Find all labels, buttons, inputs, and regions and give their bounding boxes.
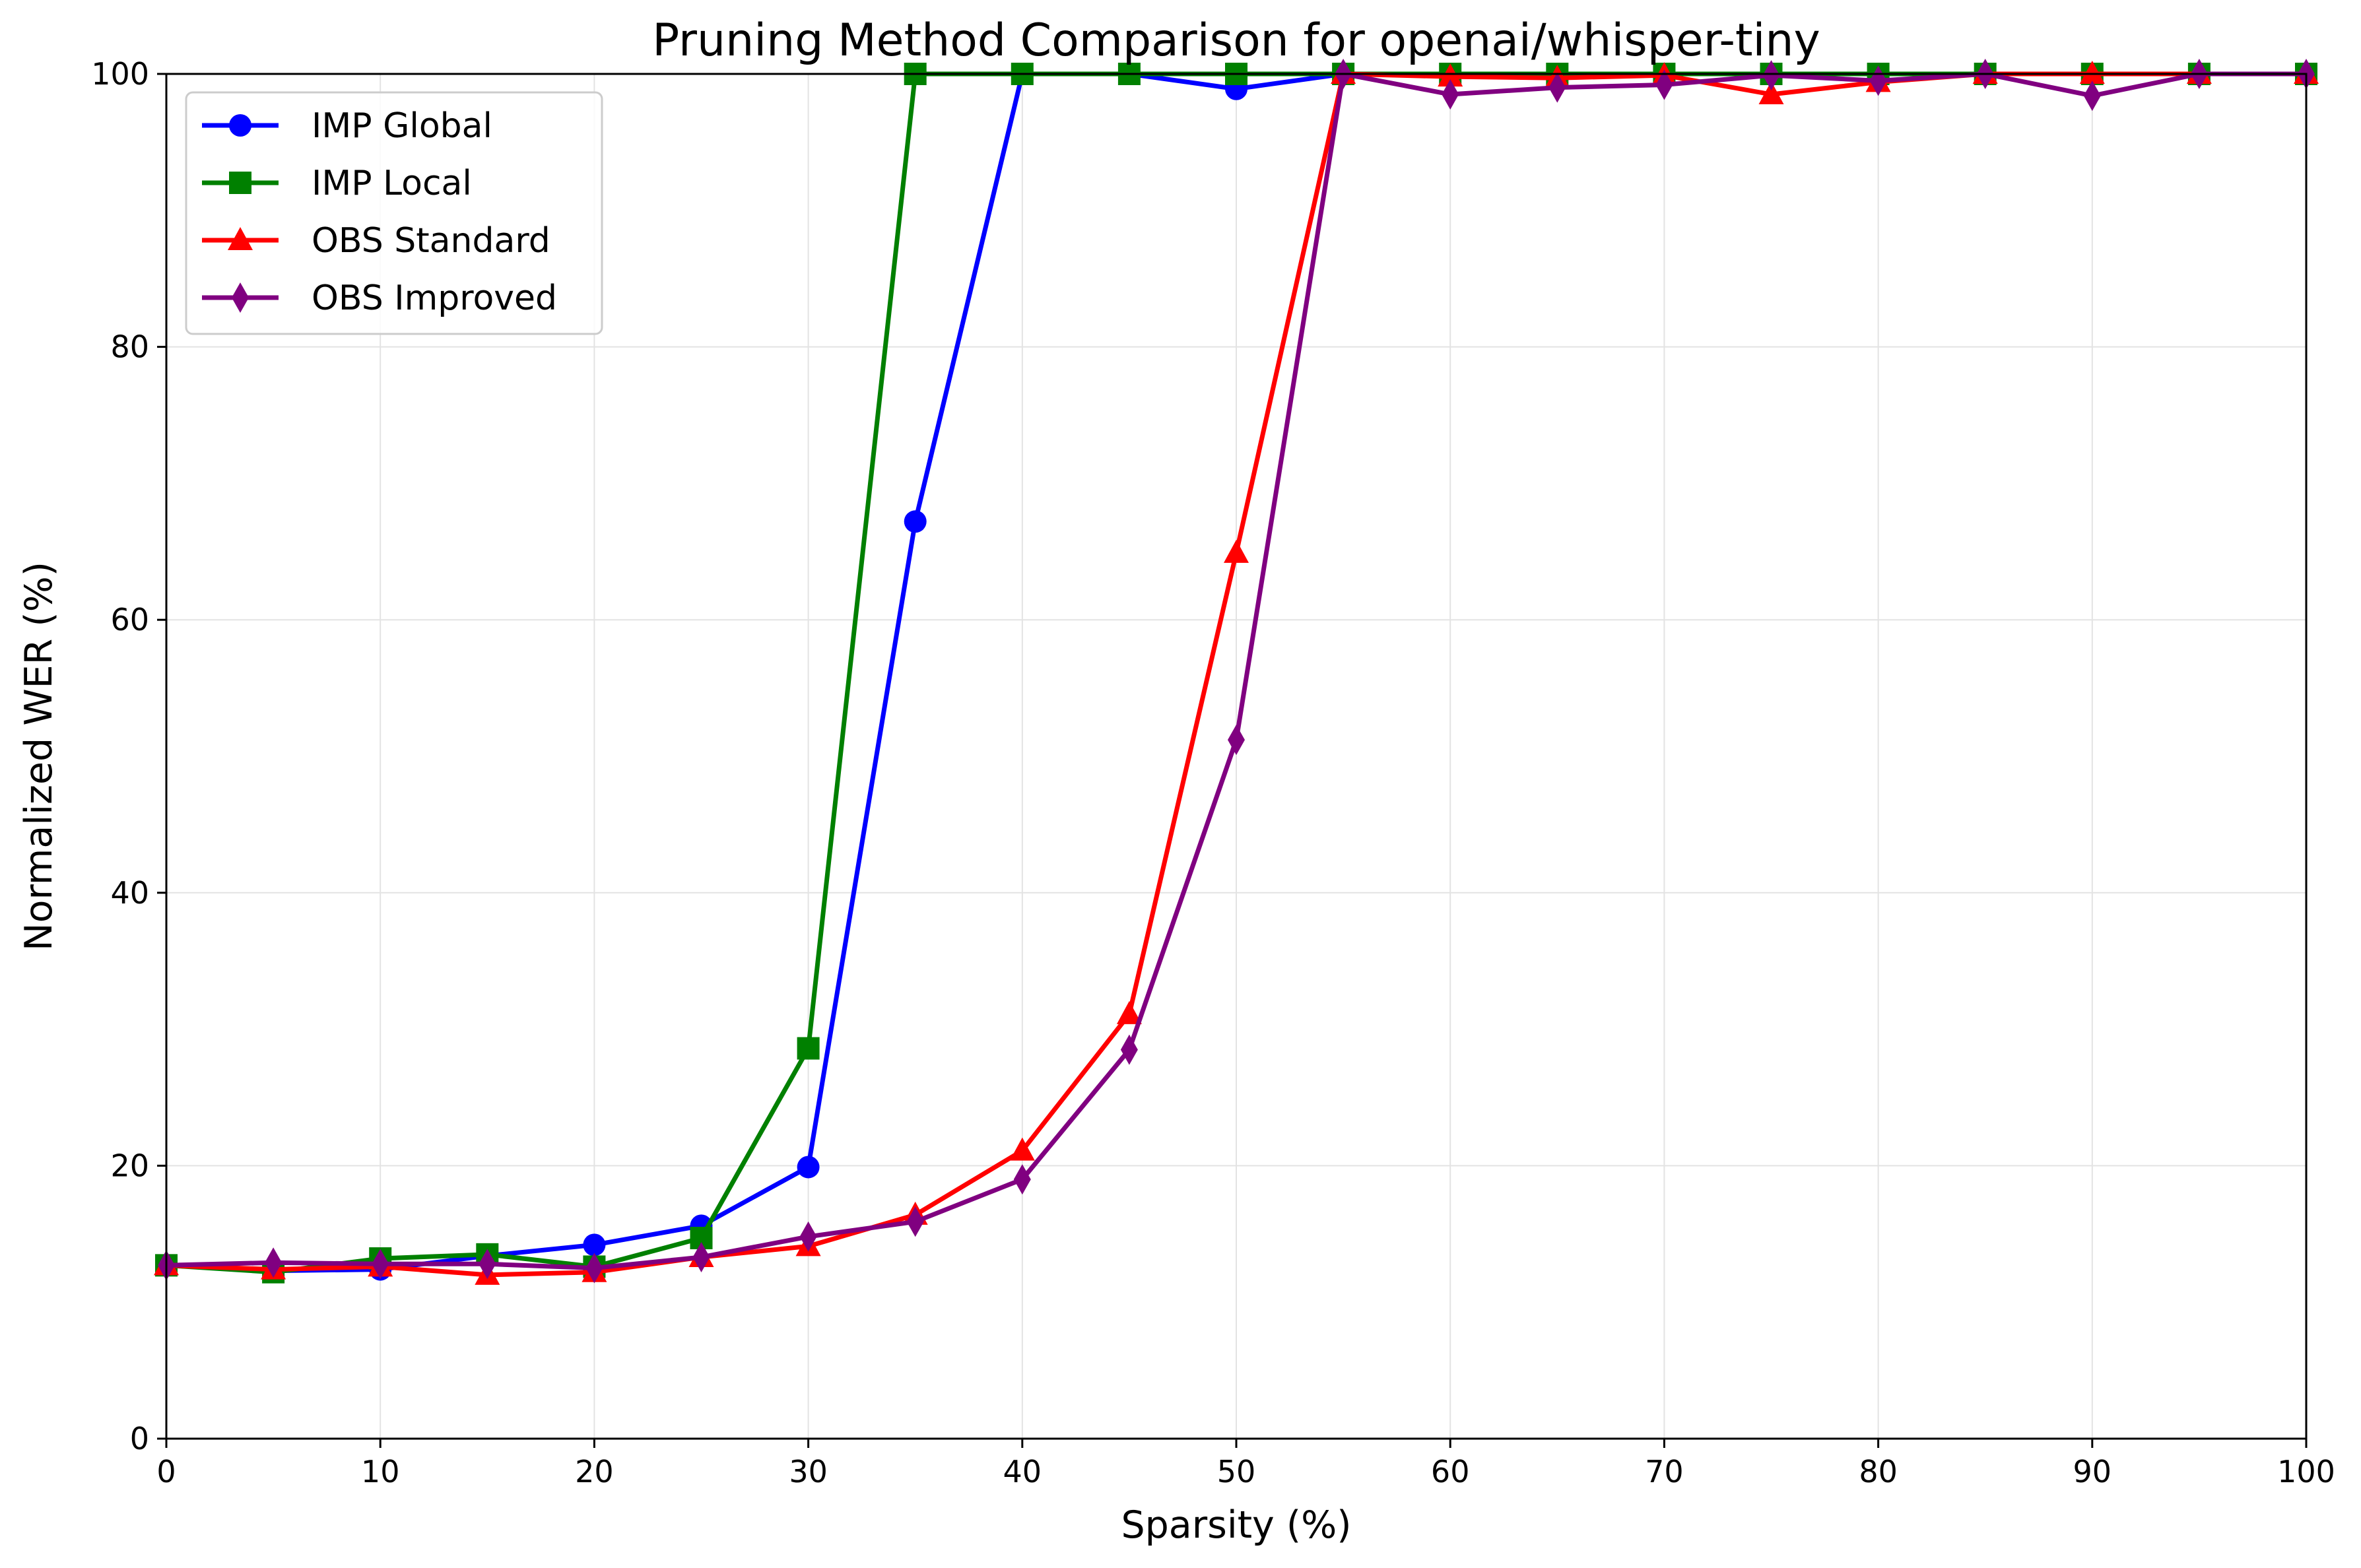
y-tick-label: 100 [91,56,149,92]
x-tick-label: 80 [1859,1454,1898,1489]
data-point-obs-improved [2083,81,2101,112]
legend-item-imp-local: IMP Local [202,164,472,203]
y-tick-label: 60 [110,602,149,637]
legend-item-imp-global: IMP Global [202,106,492,146]
x-tick-label: 40 [1003,1454,1042,1489]
data-point-obs-standard [1758,81,1784,105]
data-point-imp-global [904,510,927,533]
y-tick-label: 20 [110,1148,149,1183]
legend-label: OBS Improved [312,278,557,318]
data-point-obs-improved [692,1241,710,1272]
data-point-obs-improved [1548,72,1566,103]
x-tick-label: 50 [1217,1454,1256,1489]
chart-title: Pruning Method Comparison for openai/whi… [652,15,1820,67]
y-axis-label: Normalized WER (%) [17,562,61,951]
y-tick-label: 0 [130,1421,149,1456]
data-point-obs-improved [265,1247,283,1278]
legend-marker [228,227,253,250]
x-tick-label: 100 [2277,1454,2335,1489]
data-point-obs-standard [1224,539,1249,563]
data-point-obs-standard [1116,1000,1142,1024]
legend: IMP Global IMP Local OBS Standard OBS Impro… [185,91,603,335]
data-point-imp-global [797,1156,820,1179]
legend-label: IMP Global [312,106,492,146]
data-point-obs-improved [585,1253,603,1284]
data-point-obs-improved [1442,79,1459,110]
data-point-obs-improved [1762,60,1780,91]
legend-item-obs-improved: OBS Improved [202,278,557,318]
legend-label: OBS Standard [312,221,550,261]
x-tick-label: 70 [1645,1454,1684,1489]
data-point-obs-standard [2079,61,2105,84]
data-point-obs-improved [906,1206,924,1237]
data-point-imp-local [797,1037,820,1060]
y-tick-label: 80 [110,329,149,365]
x-tick-label: 90 [2073,1454,2112,1489]
data-point-obs-standard [1438,63,1463,87]
axis-ticks: 0 10 20 30 40 50 60 70 80 90 100 0 20 40 60 80 100 [91,56,2335,1489]
data-point-obs-improved [1228,725,1245,756]
data-point-obs-improved [1013,1164,1031,1195]
series-layer [154,59,2319,1285]
x-axis-label: Sparsity (%) [1121,1503,1351,1547]
x-tick-label: 0 [156,1454,176,1489]
data-point-imp-global [583,1233,606,1257]
data-point-obs-improved [1655,69,1673,100]
x-tick-label: 20 [575,1454,614,1489]
data-point-obs-improved [799,1221,817,1252]
legend-item-obs-standard: OBS Standard [202,221,550,261]
data-point-obs-improved [372,1249,389,1280]
legend-box [185,91,603,335]
x-tick-label: 60 [1431,1454,1470,1489]
y-tick-label: 40 [110,875,149,911]
legend-marker [232,282,249,313]
legend-marker [229,114,251,137]
x-tick-label: 10 [361,1454,400,1489]
x-tick-label: 30 [789,1454,828,1489]
data-point-obs-improved [479,1249,496,1280]
data-point-obs-standard [1009,1137,1035,1161]
legend-marker [229,172,251,194]
data-point-obs-improved [1120,1034,1138,1065]
legend-label: IMP Local [312,164,472,203]
